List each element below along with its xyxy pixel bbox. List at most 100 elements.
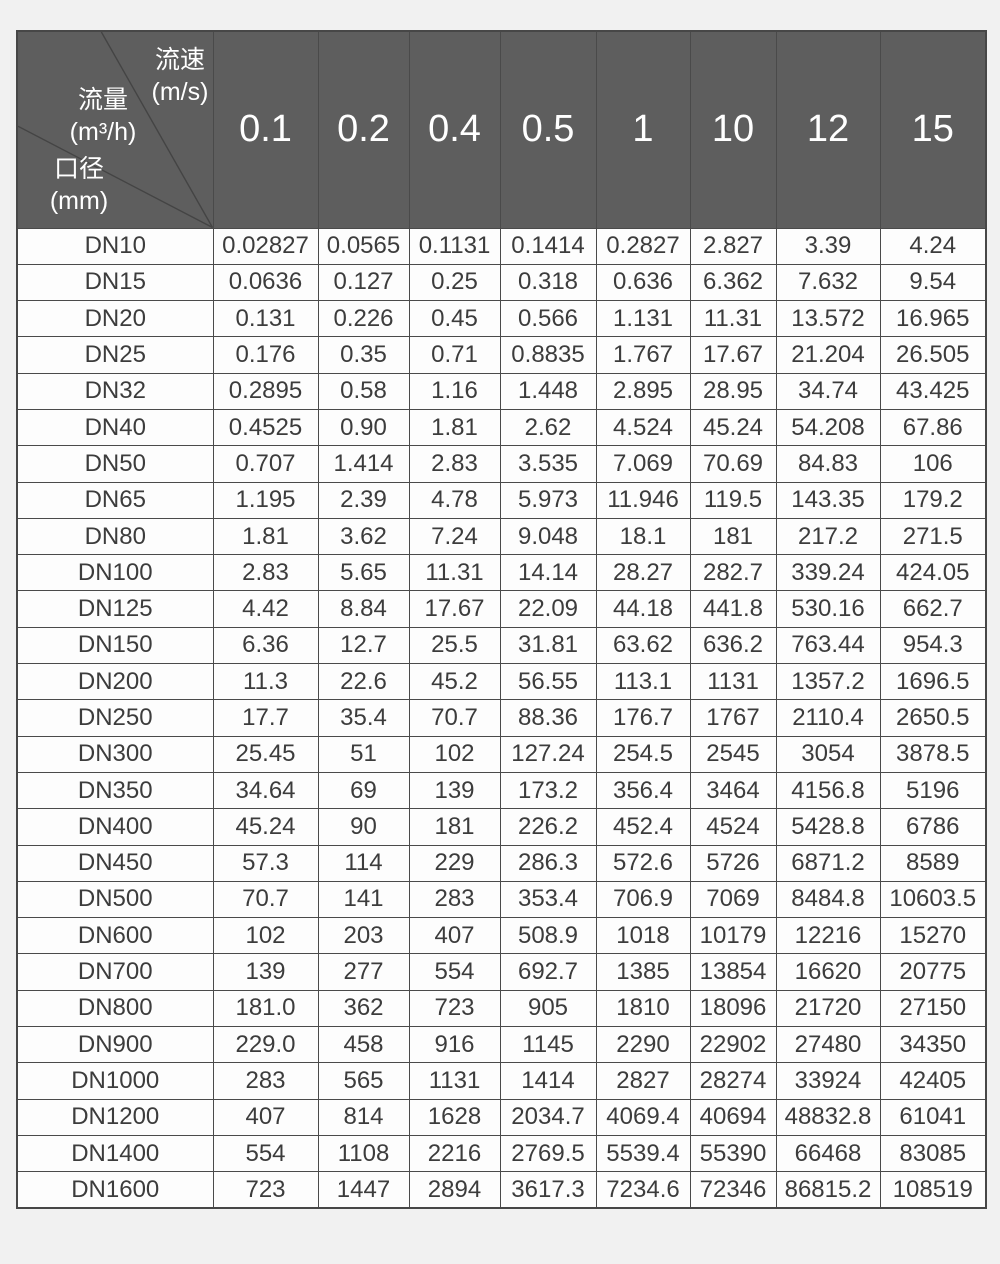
table-row: DN700 139 277 554 692.7 1385 13854 16620 20775 — [16, 953, 987, 991]
flow-label: 流量 — [77, 86, 128, 114]
value-cell: 692.7 — [499, 953, 597, 991]
value-cell: 21720 — [775, 989, 881, 1028]
value-cell: 3617.3 — [499, 1171, 597, 1209]
value-cell: 362 — [317, 989, 410, 1028]
value-cell: 127.24 — [499, 735, 597, 773]
value-cell: 1131 — [689, 663, 777, 701]
value-cell: 113.1 — [595, 663, 691, 701]
table-row: DN20 0.131 0.226 0.45 0.566 1.131 11.31 13.572 1… — [16, 300, 987, 338]
value-cell: 179.2 — [879, 481, 987, 519]
value-cell: 14.14 — [499, 554, 597, 592]
value-cell: 2545 — [689, 735, 777, 773]
value-cell: 88.36 — [499, 699, 597, 737]
value-cell: 5428.8 — [775, 808, 881, 846]
value-cell: 0.2895 — [212, 372, 319, 410]
value-cell: 283 — [212, 1062, 319, 1100]
dn-cell: DN500 — [16, 880, 214, 919]
value-cell: 106 — [879, 445, 987, 483]
corner-header-cell: 流速 (m/s) 流量 (m³/h) 口径 (mm) — [16, 30, 214, 229]
velocity-column-header: 1 — [595, 30, 691, 229]
value-cell: 45.24 — [689, 408, 777, 447]
value-cell: 458 — [317, 1026, 410, 1064]
value-cell: 0.58 — [317, 372, 410, 410]
value-cell: 0.176 — [212, 336, 319, 374]
dn-cell: DN125 — [16, 590, 214, 628]
value-cell: 57.3 — [212, 844, 319, 882]
value-cell: 1767 — [689, 699, 777, 737]
dn-cell: DN1400 — [16, 1134, 214, 1173]
value-cell: 12216 — [775, 917, 881, 955]
table-row: DN1000 283 565 1131 1414 2827 28274 33924 42405 — [16, 1062, 987, 1100]
value-cell: 1.81 — [408, 408, 501, 447]
value-cell: 0.8835 — [499, 336, 597, 374]
value-cell: 0.02827 — [212, 227, 319, 265]
value-cell: 4.524 — [595, 408, 691, 447]
value-cell: 1.448 — [499, 372, 597, 410]
value-cell: 9.048 — [499, 517, 597, 556]
value-cell: 26.505 — [879, 336, 987, 374]
value-cell: 554 — [408, 953, 501, 991]
value-cell: 2.83 — [408, 445, 501, 483]
value-cell: 34.74 — [775, 372, 881, 410]
value-cell: 141 — [317, 880, 410, 919]
value-cell: 723 — [212, 1171, 319, 1209]
value-cell: 0.318 — [499, 263, 597, 302]
table-row: DN40 0.4525 0.90 1.81 2.62 4.524 45.24 54.208 67… — [16, 408, 987, 447]
value-cell: 2216 — [408, 1134, 501, 1173]
value-cell: 16.965 — [879, 300, 987, 338]
value-cell: 45.2 — [408, 663, 501, 701]
table-row: DN32 0.2895 0.58 1.16 1.448 2.895 28.95 34.74 43… — [16, 372, 987, 410]
value-cell: 42405 — [879, 1062, 987, 1100]
value-cell: 7069 — [689, 880, 777, 919]
table-row: DN125 4.42 8.84 17.67 22.09 44.18 441.8 530.16 6… — [16, 590, 987, 628]
value-cell: 7234.6 — [595, 1171, 691, 1209]
value-cell: 44.18 — [595, 590, 691, 628]
dn-cell: DN900 — [16, 1026, 214, 1064]
value-cell: 353.4 — [499, 880, 597, 919]
velocity-column-header: 0.4 — [408, 30, 501, 229]
value-cell: 1628 — [408, 1098, 501, 1136]
value-cell: 16620 — [775, 953, 881, 991]
value-cell: 5196 — [879, 771, 987, 810]
value-cell: 2034.7 — [499, 1098, 597, 1136]
value-cell: 12.7 — [317, 626, 410, 665]
value-cell: 229.0 — [212, 1026, 319, 1064]
value-cell: 139 — [408, 771, 501, 810]
value-cell: 48832.8 — [775, 1098, 881, 1136]
value-cell: 6.362 — [689, 263, 777, 302]
dn-cell: DN400 — [16, 808, 214, 846]
value-cell: 54.208 — [775, 408, 881, 447]
table-row: DN10 0.02827 0.0565 0.1131 0.1414 0.2827 2.827… — [16, 227, 987, 265]
value-cell: 3464 — [689, 771, 777, 810]
value-cell: 10179 — [689, 917, 777, 955]
value-cell: 3054 — [775, 735, 881, 773]
dn-cell: DN350 — [16, 771, 214, 810]
value-cell: 139 — [212, 953, 319, 991]
value-cell: 63.62 — [595, 626, 691, 665]
table-row: DN900 229.0 458 916 1145 2290 22902 27480 34350 — [16, 1026, 987, 1064]
value-cell: 530.16 — [775, 590, 881, 628]
value-cell: 565 — [317, 1062, 410, 1100]
value-cell: 1385 — [595, 953, 691, 991]
table-row: DN200 11.3 22.6 45.2 56.55 113.1 1131 1357.2 169… — [16, 663, 987, 701]
value-cell: 70.7 — [212, 880, 319, 919]
value-cell: 6871.2 — [775, 844, 881, 882]
value-cell: 102 — [408, 735, 501, 773]
value-cell: 226.2 — [499, 808, 597, 846]
value-cell: 1696.5 — [879, 663, 987, 701]
value-cell: 0.4525 — [212, 408, 319, 447]
value-cell: 1018 — [595, 917, 691, 955]
value-cell: 55390 — [689, 1134, 777, 1173]
value-cell: 2.827 — [689, 227, 777, 265]
corner-diameter-label: 口径 (mm) — [29, 153, 129, 217]
value-cell: 203 — [317, 917, 410, 955]
value-cell: 424.05 — [879, 554, 987, 592]
value-cell: 1.131 — [595, 300, 691, 338]
value-cell: 22.6 — [317, 663, 410, 701]
value-cell: 1145 — [499, 1026, 597, 1064]
value-cell: 283 — [408, 880, 501, 919]
value-cell: 4156.8 — [775, 771, 881, 810]
dn-cell: DN65 — [16, 481, 214, 519]
value-cell: 441.8 — [689, 590, 777, 628]
corner-velocity-label: 流速 (m/s) — [130, 44, 212, 108]
